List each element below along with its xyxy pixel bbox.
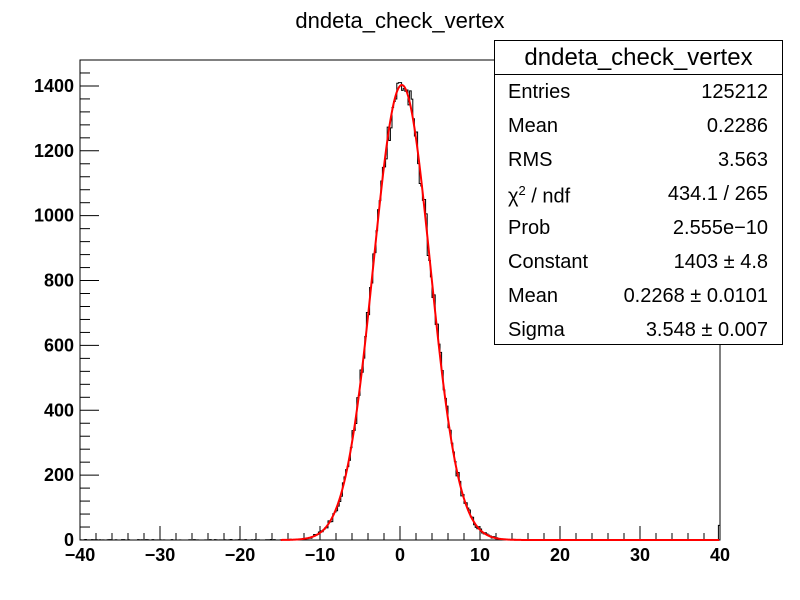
stat-name: Constant <box>508 251 589 273</box>
x-tick-label: 20 <box>550 545 570 565</box>
chi-symbol: χ <box>508 185 519 208</box>
stat-row-prob: Prob 2.555e−10 <box>495 211 782 245</box>
y-tick-label: 1000 <box>34 206 74 226</box>
x-tick-label: −40 <box>65 545 96 565</box>
stat-row-entries: Entries 125212 <box>495 75 782 109</box>
stat-row-mean: Mean 0.2286 <box>495 109 782 143</box>
stat-value: 125212 <box>701 81 768 103</box>
stat-value: 3.563 <box>717 149 768 171</box>
stat-row-chi2-ndf: χ2 / ndf 434.1 / 265 <box>495 177 782 211</box>
stat-value: 3.548 ± 0.007 <box>645 319 768 341</box>
chi-exponent: 2 <box>518 183 526 198</box>
y-tick-label: 1200 <box>34 141 74 161</box>
x-tick-label: 0 <box>395 545 405 565</box>
y-tick-label: 600 <box>44 335 74 355</box>
axes: −40 −30 −20 −10 0 10 20 30 400200400600800100012… <box>34 59 730 565</box>
x-tick-label: 10 <box>470 545 490 565</box>
stat-value: 2.555e−10 <box>672 217 768 239</box>
stat-row-constant: Constant 1403 ± 4.8 <box>495 245 782 279</box>
stat-name: χ2 / ndf <box>508 183 570 209</box>
x-tick-label: 30 <box>630 545 650 565</box>
y-tick-label: 800 <box>44 271 74 291</box>
gaussian-fit-line <box>280 83 720 541</box>
stats-box: dndeta_check_vertex Entries 125212 Mean … <box>494 40 783 345</box>
ndf-label: / ndf <box>525 185 571 208</box>
x-tick-label: 40 <box>710 545 730 565</box>
stat-value: 1403 ± 4.8 <box>673 251 768 273</box>
y-tick-label: 200 <box>44 465 74 485</box>
stat-value: 434.1 / 265 <box>667 183 768 205</box>
stat-row-fit-mean: Mean 0.2268 ± 0.0101 <box>495 279 782 313</box>
stat-name: Entries <box>508 81 571 103</box>
x-tick-label: −20 <box>225 545 256 565</box>
y-tick-label: 400 <box>44 400 74 420</box>
stat-value: 0.2268 ± 0.0101 <box>623 285 768 307</box>
stat-row-rms: RMS 3.563 <box>495 143 782 177</box>
x-tick-label: −30 <box>145 545 176 565</box>
y-tick-label: 0 <box>64 530 74 550</box>
stats-box-title: dndeta_check_vertex <box>495 41 782 75</box>
stat-value: 0.2286 <box>706 115 768 137</box>
stat-row-sigma: Sigma 3.548 ± 0.007 <box>495 313 782 347</box>
stat-name: Mean <box>508 115 559 137</box>
stat-name: Sigma <box>508 319 565 341</box>
stat-name: RMS <box>508 149 553 171</box>
y-tick-label: 1400 <box>34 76 74 96</box>
stat-name: Mean <box>508 285 559 307</box>
chart-title: dndeta_check_vertex <box>295 8 505 33</box>
x-tick-label: −10 <box>305 545 336 565</box>
stat-name: Prob <box>508 217 551 239</box>
